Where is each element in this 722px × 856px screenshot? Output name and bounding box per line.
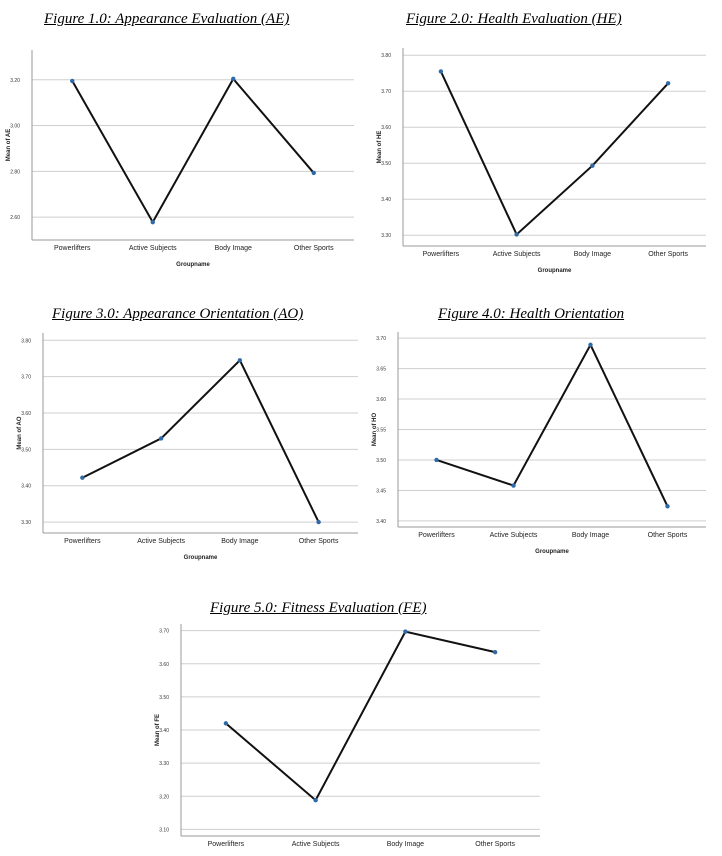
line-chart-he: 3.30 3.40 3.50 3.60 3.70 3.80 Powerlifters Acti… [377, 48, 706, 274]
y-tick-label: 3.80 [381, 53, 391, 59]
x-tick-label: Active Subjects [129, 245, 177, 252]
y-tick-label: 3.50 [21, 447, 31, 453]
x-tick-label: Other Sports [648, 532, 688, 539]
y-tick-label: 3.50 [381, 161, 391, 167]
x-axis-title: Groupname [538, 268, 572, 274]
x-axis-title: Groupname [176, 262, 210, 268]
data-point [80, 475, 85, 480]
y-tick-label: 3.40 [159, 728, 169, 734]
x-tick-label: Body Image [574, 251, 611, 258]
y-tick-label: 2.80 [10, 169, 20, 175]
data-point [403, 629, 408, 634]
data-point [665, 504, 670, 509]
chart-title: Figure 5.0: Fitness Evaluation (FE) [210, 600, 427, 616]
data-point [313, 798, 318, 803]
x-tick-label: Body Image [572, 532, 609, 539]
series-line [71, 77, 315, 225]
x-tick-label: Powerlifters [54, 245, 91, 252]
x-tick-label: Other Sports [299, 538, 339, 545]
y-tick-label: 3.30 [21, 520, 31, 526]
y-axis-title: Mean of HE [377, 131, 383, 164]
series-line [81, 358, 320, 523]
y-tick-label: 3.20 [159, 794, 169, 800]
y-tick-label: 3.30 [159, 761, 169, 767]
chart-title: Figure 2.0: Health Evaluation (HE) [406, 11, 622, 27]
y-axis-title: Mean of HO [372, 413, 378, 447]
x-tick-label: Active Subjects [493, 251, 541, 258]
chart-title: Figure 4.0: Health Orientation [438, 306, 625, 322]
y-tick-label: 3.70 [381, 89, 391, 95]
series-line [436, 342, 669, 507]
data-point [588, 342, 593, 347]
chart-title: Figure 3.0: Appearance Orientation (AO) [52, 306, 304, 322]
x-tick-label: Active Subjects [137, 538, 185, 545]
data-point [223, 721, 229, 726]
x-tick-label: Other Sports [294, 245, 334, 252]
data-point [434, 457, 439, 463]
y-tick-label: 3.10 [159, 827, 169, 833]
y-tick-label: 3.50 [159, 695, 169, 701]
y-tick-label: 3.70 [159, 629, 169, 635]
y-tick-label: 3.45 [376, 488, 386, 494]
y-axis-title: Mean of AE [6, 129, 12, 161]
data-point [150, 219, 155, 225]
y-axis-title: Mean of FE [155, 714, 161, 746]
y-tick-label: 2.60 [10, 215, 20, 221]
data-point [492, 649, 498, 655]
x-tick-label: Other Sports [475, 841, 515, 848]
x-tick-label: Other Sports [648, 251, 688, 258]
y-tick-label: 3.60 [21, 411, 31, 417]
data-point [70, 78, 75, 84]
y-axis-title: Mean of AO [17, 416, 23, 449]
x-axis-title: Groupname [535, 549, 569, 555]
chart-panel-3: Figure 3.0: Appearance Orientation (AO) … [17, 306, 358, 561]
y-tick-label: 3.70 [376, 336, 386, 342]
x-tick-label: Active Subjects [292, 841, 340, 848]
data-point [590, 163, 595, 168]
line-chart-ho: 3.40 3.45 3.50 3.55 3.60 3.65 3.70 Powerlifters… [372, 332, 706, 555]
y-tick-label: 3.30 [381, 233, 391, 239]
y-tick-label: 3.55 [376, 428, 386, 434]
x-tick-label: Body Image [221, 538, 258, 545]
chart-title: Figure 1.0: Appearance Evaluation (AE) [44, 11, 290, 27]
series-line [225, 630, 496, 802]
data-point [316, 519, 321, 525]
x-tick-label: Powerlifters [64, 538, 101, 545]
line-chart-ae: 2.60 2.80 3.00 3.20 Powerlifters Active Subje… [6, 50, 354, 268]
data-point [438, 69, 444, 74]
x-tick-label: Active Subjects [490, 532, 538, 539]
y-tick-label: 3.40 [376, 519, 386, 525]
data-point [158, 436, 164, 441]
y-tick-label: 3.60 [381, 125, 391, 131]
data-point [511, 483, 516, 488]
y-tick-label: 3.20 [10, 78, 20, 84]
chart-panel-2: Figure 2.0: Health Evaluation (HE) 3.30 3… [0, 0, 722, 280]
y-tick-label: 3.40 [21, 484, 31, 490]
data-point [665, 81, 671, 86]
data-point [311, 170, 316, 176]
x-tick-label: Body Image [215, 245, 252, 252]
x-tick-label: Powerlifters [418, 532, 455, 539]
x-tick-label: Powerlifters [208, 841, 245, 848]
data-point [237, 358, 243, 363]
y-tick-label: 3.60 [376, 397, 386, 403]
y-tick-label: 3.70 [21, 375, 31, 381]
y-tick-label: 3.00 [10, 124, 20, 130]
y-tick-label: 3.40 [381, 197, 391, 203]
line-chart-ao: 3.30 3.40 3.50 3.60 3.70 3.80 Powerlifters Acti… [17, 333, 358, 561]
y-tick-label: 3.65 [376, 367, 386, 373]
chart-panel-4: Figure 4.0: Health Orientation 3.40 3.45 3… [372, 306, 706, 555]
x-tick-label: Body Image [387, 841, 424, 848]
x-axis-title: Groupname [184, 555, 218, 561]
x-tick-label: Powerlifters [423, 251, 460, 258]
y-tick-label: 3.50 [376, 458, 386, 464]
y-tick-label: 3.60 [159, 662, 169, 668]
series-line [439, 70, 669, 237]
data-point [231, 76, 236, 82]
y-tick-label: 3.80 [21, 338, 31, 344]
chart-panel-1: Figure 1.0: Appearance Evaluation (AE) 2… [0, 0, 722, 280]
data-point [514, 232, 519, 237]
